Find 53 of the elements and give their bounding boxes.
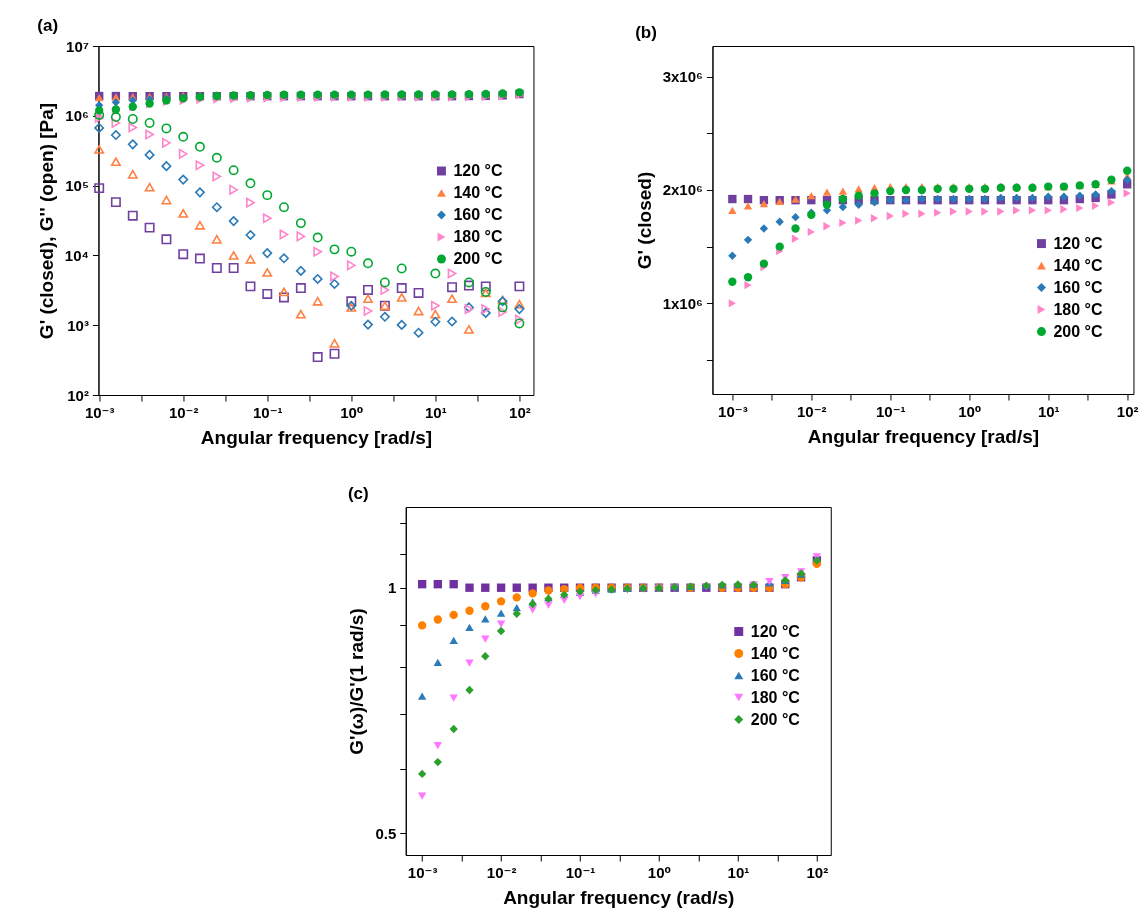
x-tick-label: 10²: [806, 863, 829, 881]
legend-label: 120 °C: [453, 162, 503, 179]
x-tick-label: 10¹: [1037, 402, 1060, 420]
legend-label: 140 °C: [1053, 256, 1103, 274]
legend-label: 160 °C: [1053, 278, 1103, 296]
chart-title: (a): [37, 16, 59, 35]
y-tick-label: 1x10⁶: [662, 294, 703, 312]
y-tick-label: 1: [387, 579, 397, 597]
x-tick-label: 10⁻¹: [875, 402, 906, 420]
x-tick-label: 10⁻³: [84, 403, 115, 421]
chart-title: (c): [347, 484, 369, 503]
y-tick-label: 3x10⁶: [662, 68, 703, 86]
x-tick-label: 10⁰: [647, 863, 672, 881]
x-tick-label: 10⁻¹: [252, 403, 283, 421]
chart-title: (b): [635, 23, 657, 42]
x-tick-label: 10⁻³: [407, 863, 438, 881]
legend-label: 120 °C: [750, 622, 801, 640]
y-tick-label: 10⁵: [65, 177, 89, 195]
legend-label: 160 °C: [453, 206, 503, 223]
y-tick-label: 2x10⁶: [662, 181, 703, 199]
legend-label: 160 °C: [750, 666, 801, 684]
y-tick-label: 0.5: [375, 824, 397, 842]
legend-label: 200 °C: [453, 250, 503, 267]
x-axis-title: Angular frequency (rad/s): [503, 886, 735, 908]
x-tick-label: 10⁰: [958, 402, 982, 420]
x-tick-label: 10⁻²: [168, 403, 199, 421]
legend-label: 140 °C: [453, 184, 503, 201]
y-tick-label: 10³: [67, 316, 89, 334]
x-tick-label: 10⁰: [340, 403, 364, 421]
x-tick-label: 10⁻¹: [565, 863, 596, 881]
legend-label: 120 °C: [1053, 234, 1103, 252]
x-tick-label: 10⁻³: [718, 402, 748, 420]
x-axis-title: Angular frequency [rad/s]: [200, 426, 433, 448]
y-axis-title: G' (closed), G'' (open) [Pa]: [35, 102, 57, 340]
legend-label: 140 °C: [750, 644, 801, 662]
y-tick-label: 10⁴: [64, 246, 89, 264]
legend-label: 180 °C: [1053, 300, 1103, 318]
y-tick-label: 10⁶: [65, 107, 89, 125]
y-axis-title: G'(ω)/G'(1 rad/s): [346, 608, 368, 755]
x-tick-label: 10⁻²: [486, 863, 517, 881]
legend-label: 200 °C: [750, 710, 801, 728]
x-axis-title: Angular frequency [rad/s]: [807, 425, 1040, 447]
legend-label: 180 °C: [453, 228, 503, 245]
y-axis-title: G' (closed): [633, 171, 655, 270]
y-tick-label: 10²: [67, 386, 89, 404]
x-tick-label: 10²: [1116, 402, 1139, 420]
legend-label: 180 °C: [750, 688, 801, 706]
x-tick-label: 10¹: [727, 863, 750, 881]
legend-label: 200 °C: [1053, 322, 1103, 340]
y-tick-label: 10⁷: [66, 37, 89, 55]
x-tick-label: 10¹: [425, 403, 447, 421]
x-tick-label: 10²: [509, 403, 531, 421]
x-tick-label: 10⁻²: [797, 402, 827, 420]
